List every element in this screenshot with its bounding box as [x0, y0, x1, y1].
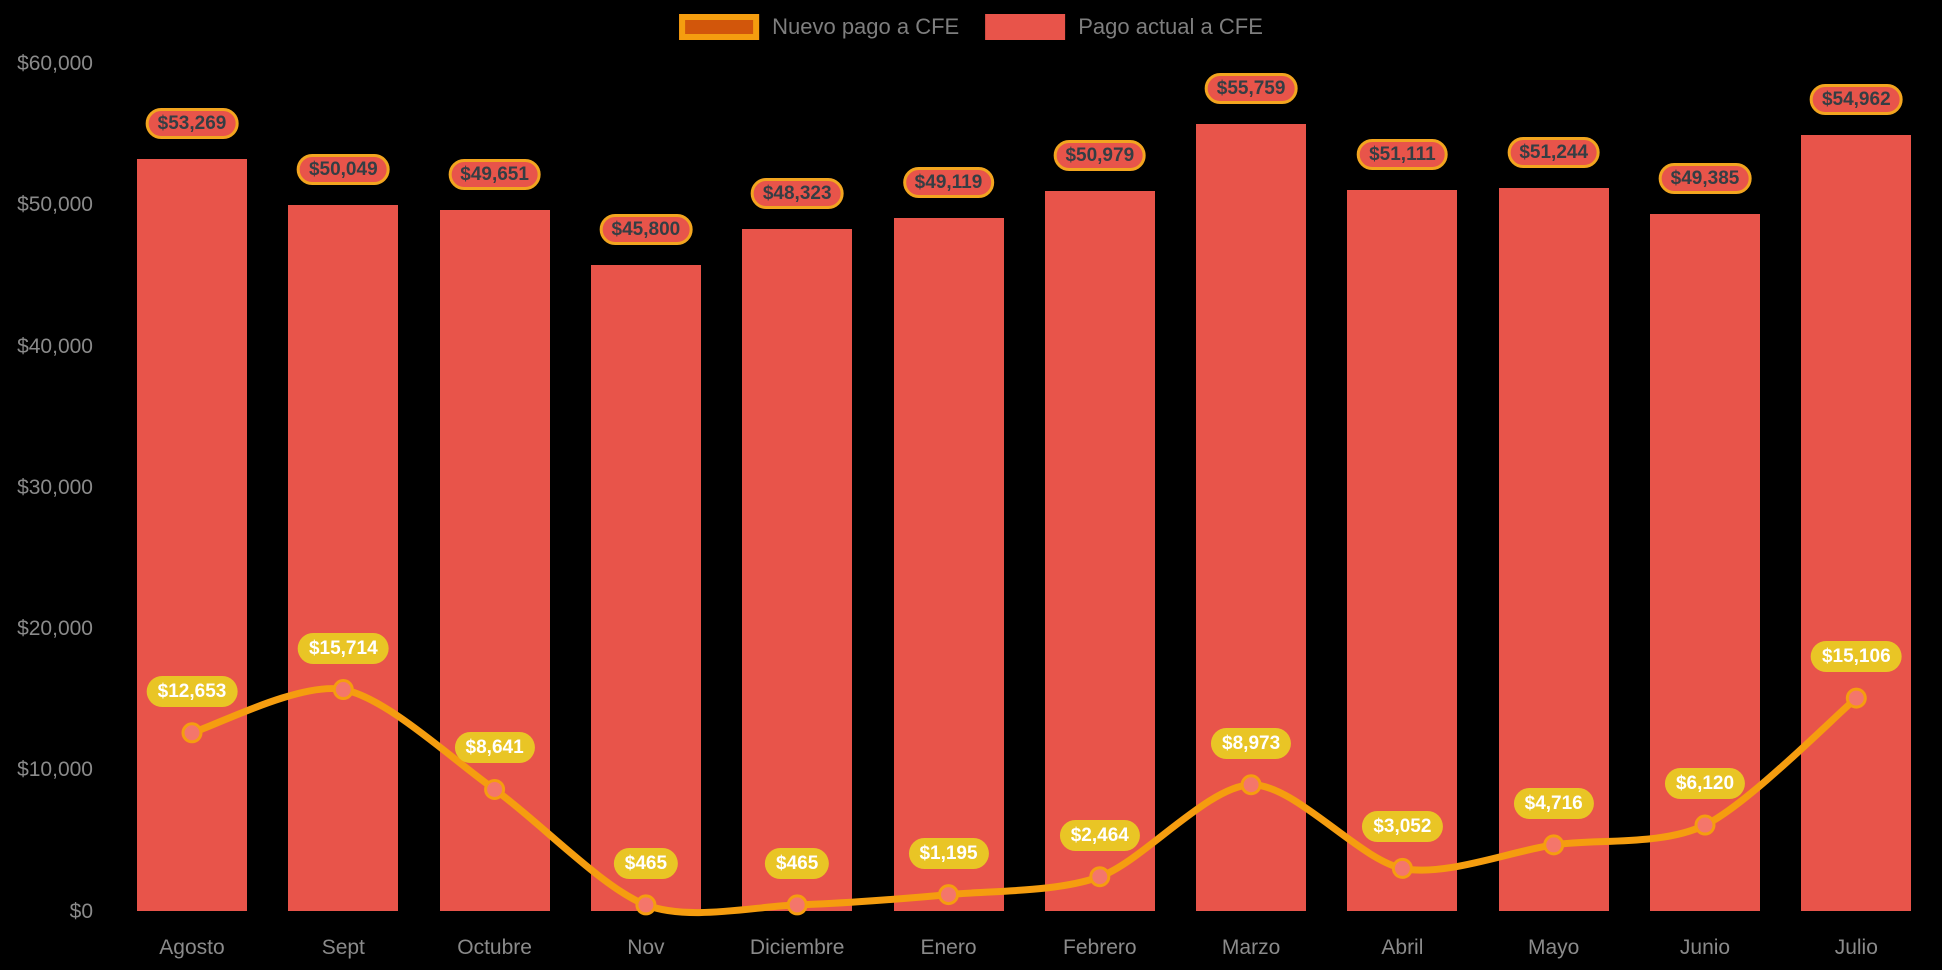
y-axis-tick-label: $30,000	[17, 475, 93, 499]
x-axis-label-abril: Abril	[1381, 936, 1424, 959]
x-axis-label-marzo: Marzo	[1221, 936, 1281, 959]
legend-label: Pago actual a CFE	[1078, 14, 1263, 39]
bar-julio[interactable]	[1801, 135, 1912, 911]
x-axis-label-octubre: Octubre	[457, 936, 532, 959]
x-axis-label-sept: Sept	[321, 936, 365, 959]
bar-febrero[interactable]	[1044, 191, 1155, 911]
line-value-badge: $15,106	[1810, 641, 1902, 673]
line-point-marzo[interactable]	[1240, 774, 1262, 796]
bar-value-badge: $50,049	[296, 153, 390, 185]
bar-nov[interactable]	[590, 264, 701, 911]
line-point-agosto[interactable]	[181, 722, 203, 744]
bar-series-swatch-icon	[985, 14, 1066, 40]
bar-diciembre[interactable]	[742, 228, 853, 911]
legend-item-nuevo-pago[interactable]: Nuevo pago a CFE	[679, 14, 959, 40]
line-point-nov[interactable]	[635, 894, 657, 916]
line-value-badge: $12,653	[146, 675, 238, 707]
bar-abril[interactable]	[1347, 189, 1458, 911]
bar-value-badge: $49,385	[1658, 162, 1752, 194]
y-axis-tick-label: $20,000	[17, 617, 93, 640]
line-point-junio[interactable]	[1694, 814, 1716, 836]
line-point-octubre[interactable]	[484, 778, 506, 800]
bar-value-badge: $55,759	[1204, 72, 1298, 104]
bar-value-badge: $45,800	[599, 213, 693, 245]
line-value-badge: $2,464	[1059, 819, 1140, 851]
line-value-badge: $4,716	[1513, 787, 1594, 819]
line-value-badge: $8,641	[454, 732, 535, 764]
bar-value-badge: $49,651	[448, 159, 541, 191]
y-axis-tick-label: $0	[69, 899, 93, 923]
x-axis-label-mayo: Mayo	[1528, 936, 1580, 959]
bar-value-badge: $51,244	[1507, 136, 1601, 168]
x-axis-label-diciembre: Diciembre	[749, 936, 845, 959]
line-point-enero[interactable]	[938, 884, 959, 906]
x-axis-label-nov: Nov	[627, 936, 665, 959]
legend-label: Nuevo pago a CFE	[772, 14, 960, 39]
bar-sept[interactable]	[288, 204, 399, 911]
line-point-febrero[interactable]	[1089, 866, 1111, 888]
line-value-badge: $1,195	[908, 837, 989, 869]
legend: Nuevo pago a CFE Pago actual a CFE	[679, 14, 1263, 40]
x-axis-label-febrero: Febrero	[1063, 936, 1137, 959]
line-path	[188, 685, 1860, 917]
x-axis-label-julio: Julio	[1834, 936, 1878, 959]
bar-value-badge: $49,119	[902, 166, 995, 198]
bar-value-badge: $50,979	[1053, 140, 1147, 172]
x-axis-label-agosto: Agosto	[159, 936, 225, 959]
line-series-swatch-icon	[679, 14, 760, 40]
line-value-badge: $3,052	[1362, 811, 1443, 843]
y-axis-tick-label: $60,000	[17, 52, 93, 75]
line-value-badge: $465	[765, 847, 830, 879]
line-point-diciembre[interactable]	[786, 894, 808, 916]
y-axis-tick-label: $10,000	[17, 758, 93, 782]
bar-enero[interactable]	[893, 217, 1004, 911]
bar-value-badge: $51,111	[1357, 138, 1448, 170]
line-value-badge: $15,714	[297, 632, 389, 664]
line-point-sept[interactable]	[332, 679, 354, 701]
bar-value-badge: $53,269	[145, 108, 239, 140]
bar-value-badge: $54,962	[1809, 84, 1903, 116]
line-value-badge: $8,973	[1211, 727, 1292, 759]
legend-item-pago-actual[interactable]: Pago actual a CFE	[985, 14, 1263, 40]
x-axis-label-junio: Junio	[1679, 936, 1731, 959]
bar-agosto[interactable]	[137, 159, 247, 911]
line-value-badge: $465	[613, 847, 679, 879]
bar-value-badge: $48,323	[750, 177, 844, 209]
line-point-abril[interactable]	[1391, 857, 1413, 879]
y-axis-tick-label: $40,000	[17, 334, 93, 358]
line-point-mayo[interactable]	[1543, 834, 1565, 856]
y-axis-tick-label: $50,000	[17, 193, 93, 217]
x-axis-label-enero: Enero	[920, 936, 977, 959]
line-point-julio[interactable]	[1845, 687, 1867, 709]
line-value-badge: $6,120	[1664, 768, 1746, 800]
